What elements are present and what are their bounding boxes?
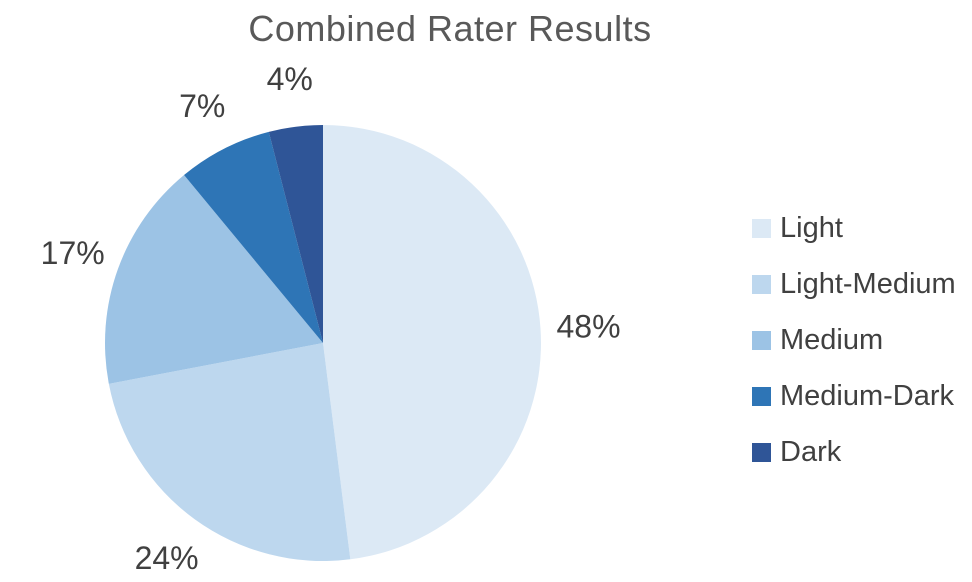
legend-swatch-dark <box>752 443 771 462</box>
legend-item-medium-dark: Medium-Dark <box>752 382 956 411</box>
pie-slice-medium-dark <box>184 131 323 343</box>
legend-item-medium: Medium <box>752 326 956 355</box>
legend: Light Light-Medium Medium Medium-Dark Dark <box>752 214 956 494</box>
pie-slice-dark <box>268 125 323 343</box>
slice-label-medium: 17% <box>41 235 105 271</box>
legend-label-light: Light <box>780 212 843 244</box>
slice-label-light-medium: 24% <box>135 540 199 576</box>
legend-swatch-light <box>752 219 771 238</box>
slice-label-dark: 4% <box>267 61 313 97</box>
legend-item-light: Light <box>752 214 956 243</box>
slice-label-light: 48% <box>556 308 620 344</box>
legend-swatch-medium <box>752 331 771 350</box>
legend-swatch-medium-dark <box>752 387 771 406</box>
chart-title: Combined Rater Results <box>248 8 652 49</box>
slice-label-medium-dark: 7% <box>179 88 225 124</box>
pie-slice-light-medium <box>108 343 351 561</box>
legend-label-medium: Medium <box>780 324 884 356</box>
pie-slice-light <box>323 125 541 560</box>
legend-item-dark: Dark <box>752 438 956 467</box>
legend-label-dark: Dark <box>780 436 842 468</box>
pie-slice-medium <box>104 175 323 384</box>
legend-label-medium-dark: Medium-Dark <box>780 380 955 412</box>
legend-item-light-medium: Light-Medium <box>752 270 956 299</box>
legend-swatch-light-medium <box>752 275 771 294</box>
legend-label-light-medium: Light-Medium <box>780 268 956 300</box>
